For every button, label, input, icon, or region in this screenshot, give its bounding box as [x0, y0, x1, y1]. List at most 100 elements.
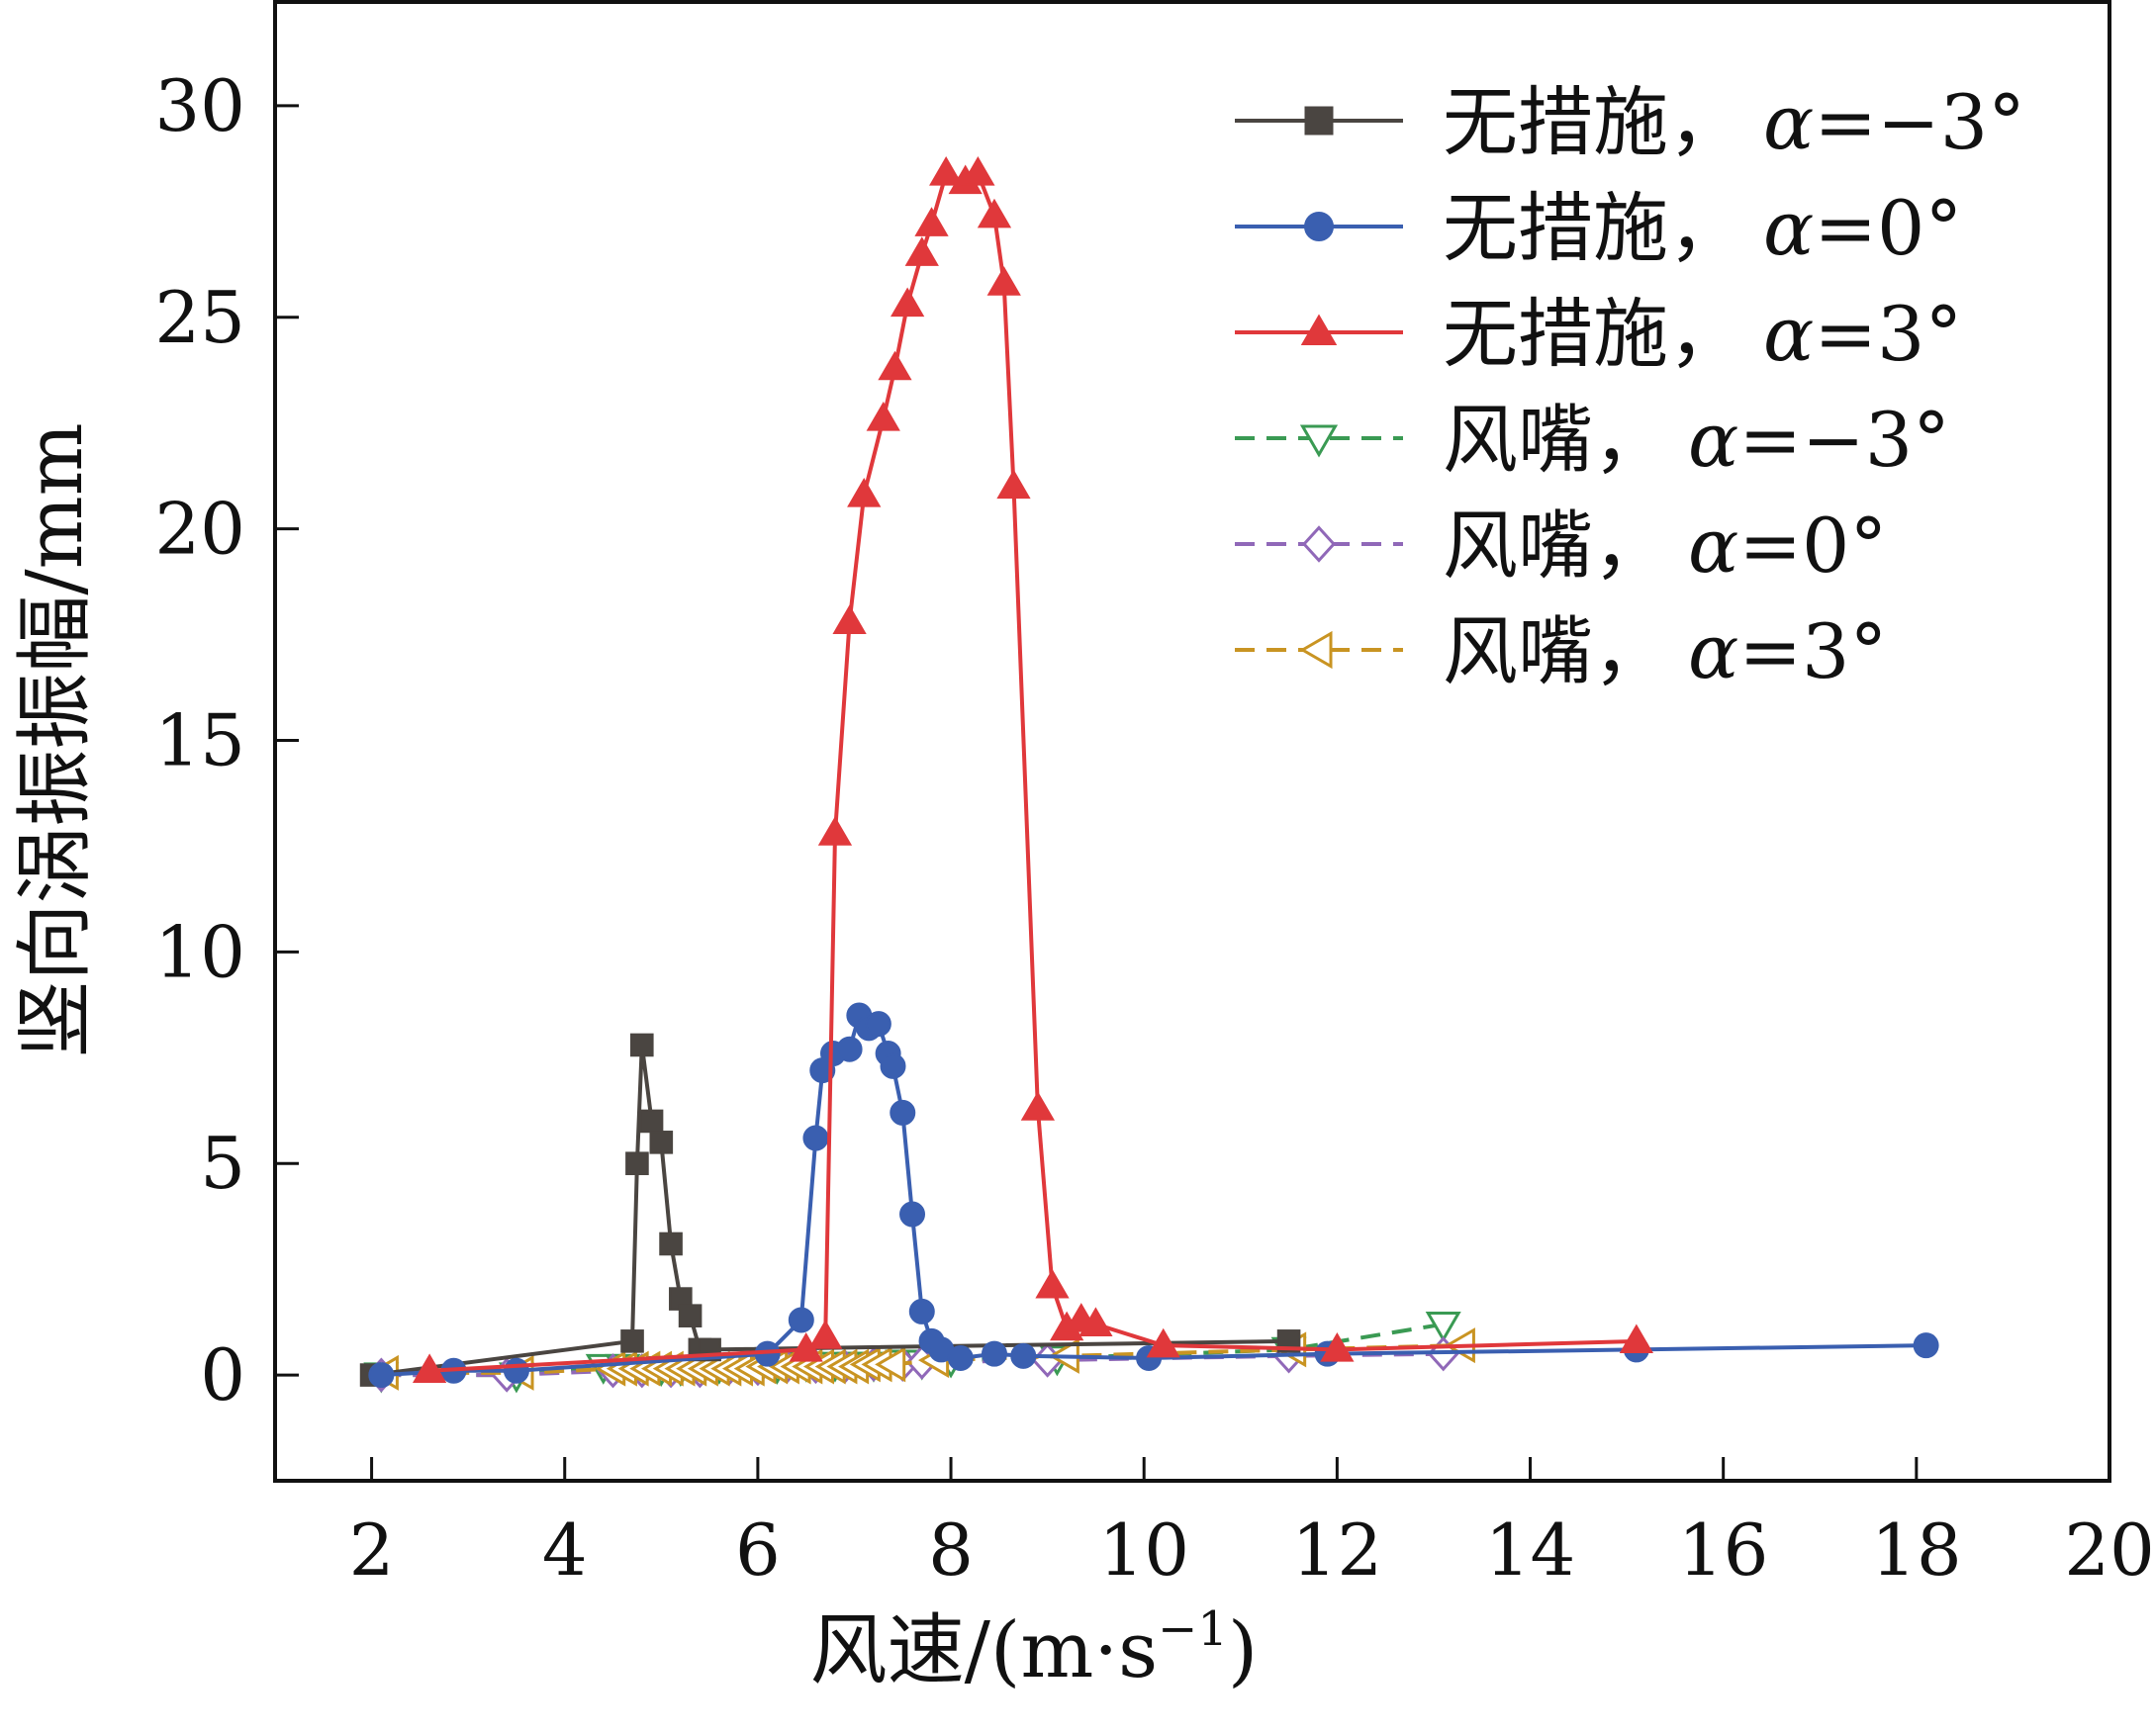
- legend-item-2: 无措施， α=3°: [1235, 290, 1962, 378]
- series-2-point-5: [847, 478, 882, 507]
- y-tick-label-25: 25: [154, 276, 245, 359]
- y-tick-label-0: 0: [200, 1333, 245, 1416]
- series-2-point-2: [808, 1320, 843, 1349]
- series-1-point-8: [836, 1036, 863, 1062]
- series-layer: [359, 155, 1939, 1394]
- series-1-line: [381, 1013, 1926, 1378]
- series-2-point-7: [878, 350, 912, 381]
- legend: 无措施， α=−3°无措施， α=0°无措施， α=3°风嘴， α=−3°风嘴， α=0°…: [1235, 78, 2025, 695]
- series-2-point-24: [1619, 1323, 1653, 1354]
- series-2-point-9: [904, 236, 939, 266]
- y-tick-label-10: 10: [154, 910, 245, 993]
- y-tick-label-30: 30: [154, 64, 245, 147]
- series-2-point-22: [1146, 1327, 1180, 1358]
- series-2-point-23: [1320, 1332, 1355, 1362]
- series-3-point-21: [1425, 1312, 1461, 1343]
- legend-label-4-alpha: α: [1688, 502, 1738, 590]
- y-tick-label-15: 15: [154, 699, 245, 782]
- legend-label-2-alpha: α: [1763, 290, 1814, 378]
- series-1-point-25: [1913, 1332, 1939, 1359]
- legend-label-0-alpha: α: [1763, 78, 1814, 166]
- series-2-point-17: [1020, 1091, 1056, 1121]
- legend-marker-3: [1299, 424, 1339, 458]
- legend-label-3-name: 风嘴，: [1443, 396, 1668, 484]
- series-0-point-8: [678, 1304, 703, 1327]
- series-2-point-16: [996, 469, 1031, 500]
- x-tick-label-8: 8: [928, 1508, 974, 1592]
- legend-label-5-alpha: α: [1688, 607, 1738, 695]
- x-axis-title-main: 风速/(m·s: [810, 1606, 1159, 1695]
- y-tick-label-20: 20: [154, 488, 245, 571]
- legend-marker-5: [1299, 630, 1333, 670]
- legend-item-0: 无措施， α=−3°: [1235, 78, 2025, 166]
- legend-label-5-name: 风嘴，: [1443, 607, 1668, 695]
- legend-label-4: 风嘴， α=0°: [1443, 502, 1887, 590]
- series-2: [412, 155, 1653, 1383]
- legend-label-5-value: =3°: [1738, 607, 1887, 695]
- series-1-point-0: [368, 1362, 395, 1389]
- x-tick-label-10: 10: [1098, 1508, 1189, 1592]
- series-1-point-16: [908, 1298, 935, 1324]
- series-1: [368, 1002, 1939, 1389]
- legend-label-0-name: 无措施，: [1443, 78, 1743, 166]
- legend-marker-2: [1300, 314, 1338, 345]
- series-0-point-4: [639, 1109, 664, 1134]
- x-tick-label-16: 16: [1678, 1508, 1769, 1592]
- series-2-point-4: [832, 604, 867, 634]
- series-0-point-1: [620, 1329, 644, 1353]
- legend-label-3-value: =−3°: [1738, 396, 1950, 484]
- x-tick-label-14: 14: [1485, 1508, 1576, 1592]
- ticks-layer: 2 4 6 8 10 12 14 16 18 20 0 5 10 15 20 25 30: [154, 64, 2154, 1592]
- series-1-point-11: [865, 1011, 891, 1038]
- legend-label-2: 无措施， α=3°: [1443, 290, 1962, 378]
- series-2-point-0: [412, 1353, 447, 1383]
- x-axis-title-superscript: −1: [1158, 1601, 1228, 1657]
- series-1-point-21: [1010, 1342, 1037, 1369]
- x-axis-title: 风速/(m·s−1): [810, 1601, 1259, 1695]
- series-2-point-10: [914, 207, 949, 236]
- series-1-point-2: [503, 1357, 529, 1384]
- legend-label-5: 风嘴， α=3°: [1443, 607, 1887, 695]
- series-2-point-21: [1078, 1307, 1113, 1336]
- series-2-point-11: [929, 155, 964, 186]
- series-2-point-14: [977, 198, 1012, 228]
- series-2-point-18: [1035, 1268, 1070, 1299]
- series-2-point-15: [986, 266, 1021, 296]
- series-2-point-6: [866, 402, 900, 431]
- legend-label-1: 无措施， α=0°: [1443, 184, 1962, 272]
- legend-label-1-value: =0°: [1814, 184, 1962, 272]
- series-1-point-20: [981, 1340, 1007, 1367]
- x-tick-label-20: 20: [2064, 1508, 2155, 1592]
- legend-marker-4: [1301, 525, 1337, 563]
- series-0-point-6: [659, 1232, 683, 1256]
- legend-label-2-value: =3°: [1814, 290, 1962, 378]
- series-2-point-8: [891, 287, 925, 318]
- series-1-point-5: [802, 1125, 829, 1151]
- series-0: [359, 1033, 1301, 1387]
- legend-label-4-name: 风嘴，: [1443, 502, 1668, 590]
- x-tick-label-4: 4: [542, 1508, 588, 1592]
- legend-label-4-value: =0°: [1738, 502, 1887, 590]
- series-1-point-15: [899, 1201, 926, 1228]
- series-0-point-3: [630, 1033, 654, 1057]
- series-1-point-19: [947, 1344, 974, 1371]
- x-tick-label-18: 18: [1871, 1508, 1962, 1592]
- series-1-point-13: [880, 1052, 906, 1079]
- legend-label-1-name: 无措施，: [1443, 184, 1743, 272]
- legend-marker-0: [1304, 106, 1334, 136]
- legend-label-3-alpha: α: [1688, 396, 1738, 484]
- legend-label-2-name: 无措施，: [1443, 290, 1743, 378]
- x-tick-label-2: 2: [349, 1508, 395, 1592]
- legend-label-1-alpha: α: [1763, 184, 1814, 272]
- legend-item-1: 无措施， α=0°: [1235, 184, 1962, 272]
- legend-label-0: 无措施， α=−3°: [1443, 78, 2025, 166]
- x-tick-label-6: 6: [735, 1508, 781, 1592]
- series-2-point-3: [817, 816, 853, 846]
- y-tick-label-5: 5: [200, 1122, 245, 1205]
- series-2-point-13: [961, 155, 995, 186]
- x-tick-label-12: 12: [1292, 1508, 1383, 1592]
- y-axis-title: 竖向涡振振幅/mm: [11, 422, 100, 1057]
- series-1-point-4: [788, 1307, 814, 1333]
- legend-label-3: 风嘴， α=−3°: [1443, 396, 1950, 484]
